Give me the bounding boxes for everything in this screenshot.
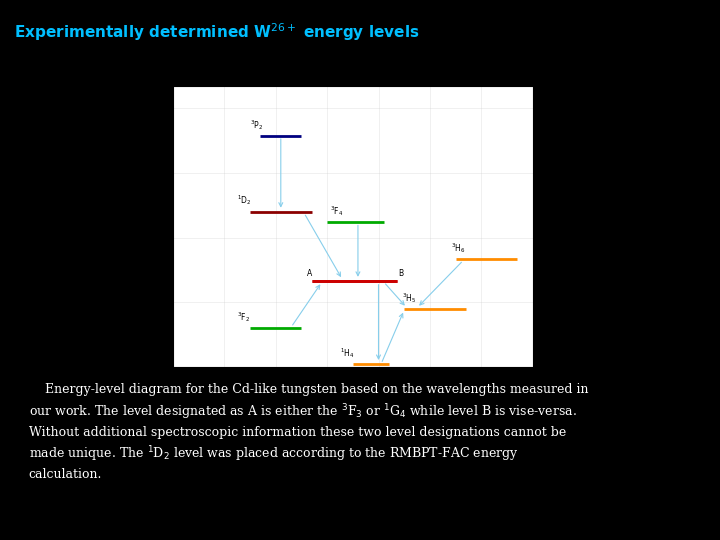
Text: $^1$D$_2$: $^1$D$_2$ — [237, 193, 252, 207]
Text: $^3$P$_2$: $^3$P$_2$ — [250, 118, 264, 132]
Text: B: B — [398, 268, 403, 278]
Text: $^1$H$_4$: $^1$H$_4$ — [340, 346, 354, 360]
Text: $^3$H$_6$: $^3$H$_6$ — [451, 241, 465, 255]
Text: Energy-level diagram for the Cd-like tungsten based on the wavelengths measured : Energy-level diagram for the Cd-like tun… — [29, 383, 588, 481]
Text: $^3$H$_5$: $^3$H$_5$ — [402, 291, 416, 305]
Text: $^3$F$_4$: $^3$F$_4$ — [330, 204, 343, 218]
X-axis label: J-value: J-value — [336, 387, 369, 396]
Text: $^3$F$_2$: $^3$F$_2$ — [237, 310, 250, 324]
Text: A: A — [307, 268, 312, 278]
Y-axis label: energy (cm$^{-1}$): energy (cm$^{-1}$) — [117, 196, 131, 258]
Text: Experimentally determined W$^{26+}$ energy levels: Experimentally determined W$^{26+}$ ener… — [14, 22, 420, 43]
